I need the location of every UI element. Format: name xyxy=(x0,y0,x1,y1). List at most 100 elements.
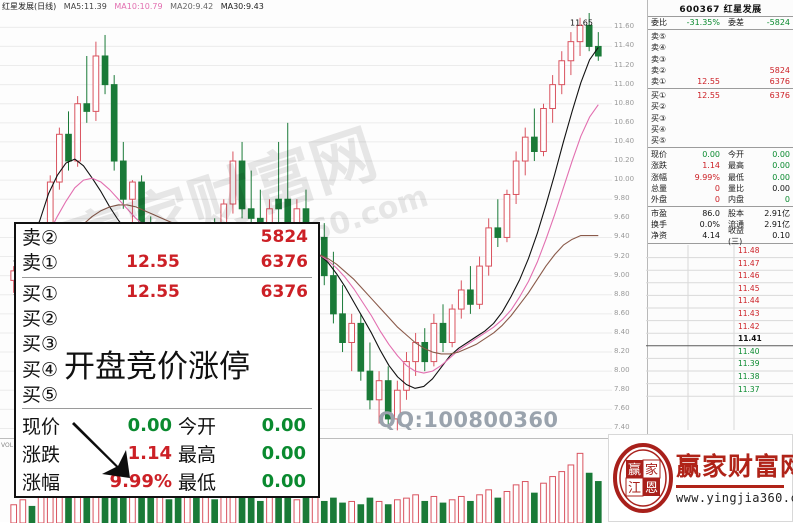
fund-value-2: 2.91亿 xyxy=(764,220,790,230)
ladder-price[interactable]: 11.48 xyxy=(738,246,760,255)
stat-value-2: 0.00 xyxy=(772,172,790,182)
fund-value-1: 86.0 xyxy=(702,209,720,219)
divider xyxy=(22,408,312,410)
orderbook-row[interactable]: 买② xyxy=(648,101,793,112)
fund-label-1: 市盈 xyxy=(651,209,667,219)
fund-label-1: 换手 xyxy=(651,220,667,230)
price-tick: 10.80 xyxy=(614,98,635,107)
arrow-pointer-icon xyxy=(72,422,130,478)
price-tick: 9.60 xyxy=(614,213,630,222)
divider xyxy=(648,29,793,31)
price-tick: 10.00 xyxy=(614,175,635,184)
overlay-stat-value-2: 0.00 xyxy=(261,442,306,464)
stat-label-2: 最低 xyxy=(728,172,744,182)
stat-row: 涨幅 9.99% 最低 0.00 xyxy=(648,171,793,182)
divider xyxy=(648,147,793,149)
stat-value-2: 0.00 xyxy=(772,161,790,171)
orderbook-level: 买④ xyxy=(651,124,667,134)
price-tick: 11.20 xyxy=(614,60,635,69)
overlay-stat-label-2: 今开 xyxy=(178,415,217,438)
fund-label-2: 收益(三) xyxy=(728,225,744,246)
orderbook-row[interactable]: 买① 12.55 6376 xyxy=(648,90,793,101)
overlay-orderbook-row: 买⑤ xyxy=(16,381,318,406)
ma10-label: MA10:10.79 xyxy=(114,2,163,11)
overlay-level: 买⑤ xyxy=(22,383,59,406)
ma30-label: MA30:9.43 xyxy=(220,2,264,11)
divider xyxy=(22,276,312,278)
logo-divider xyxy=(676,484,784,488)
overlay-stats: 现价 0.00 今开 0.00 涨跌 1.14 最高 0.00 涨幅 9.99% 最低 0.00 xyxy=(16,411,318,495)
orderbook-level: 买③ xyxy=(651,113,667,123)
stat-value-1: 1.14 xyxy=(702,161,720,171)
orderbook-row[interactable]: 卖⑤ xyxy=(648,31,793,42)
ladder-price[interactable]: 11.44 xyxy=(738,296,760,306)
price-axis: 11.60 11.40 11.20 11.00 10.80 10.60 10.40 10.20… xyxy=(612,13,646,438)
fund-value-1: 0.0% xyxy=(699,220,720,230)
price-tick: 8.80 xyxy=(614,289,630,298)
orderbook-row[interactable]: 卖② 5824 xyxy=(648,65,793,76)
bid-rows: 买① 12.55 6376 买② 买③ 买④ 买⑤ xyxy=(648,90,793,146)
overlay-stat-label-1: 涨幅 xyxy=(22,471,61,494)
overlay-orderbook-row: 卖② 5824 xyxy=(16,224,318,250)
watermark-qq: QQ:100800360 xyxy=(378,408,559,432)
ma5-label: MA5:11.39 xyxy=(63,2,107,11)
orderbook-level: 买② xyxy=(651,102,667,112)
chart-title: 红星发展(日线) xyxy=(2,2,57,11)
stat-label-2: 内盘 xyxy=(728,194,744,204)
logo-url: www.yingjia360.com xyxy=(676,490,793,505)
orderbook-level: 卖④ xyxy=(651,43,667,53)
price-tick: 7.80 xyxy=(614,385,630,394)
price-tick: 8.60 xyxy=(614,308,630,317)
ma20-label: MA20:9.42 xyxy=(170,2,214,11)
fundamental-row: 换手 0.0% 流通 2.91亿 xyxy=(648,219,793,230)
orderbook-level: 买① xyxy=(651,91,667,101)
seal-char-0: 赢 xyxy=(628,462,641,478)
chart-header: 红星发展(日线) MA5:11.39 MA10:10.79 MA20:9.42 … xyxy=(0,0,793,13)
overlay-stat-row: 现价 0.00 今开 0.00 xyxy=(16,411,318,439)
ladder-price[interactable]: 11.40 xyxy=(738,346,760,356)
overlay-stat-value-2: 0.00 xyxy=(261,470,306,492)
orderbook-row[interactable]: 买③ xyxy=(648,113,793,124)
ladder-price[interactable]: 11.39 xyxy=(738,359,760,369)
overlay-level: 卖② xyxy=(22,227,59,250)
orderbook-volume: 6376 xyxy=(769,77,790,87)
divider xyxy=(648,88,793,90)
orderbook-level: 卖① xyxy=(651,77,667,87)
ladder-price[interactable]: 11.46 xyxy=(738,271,760,281)
ladder-price[interactable]: 11.45 xyxy=(738,283,760,293)
overlay-stat-label-1: 涨跌 xyxy=(22,443,61,466)
overlay-stat-row: 涨跌 1.14 最高 0.00 xyxy=(16,439,318,467)
overlay-orderbook: 卖② 5824 卖① 12.55 6376 买① 12.55 6376 买② 买③ 买④ 买⑤ xyxy=(16,224,318,406)
overlay-price: 12.55 xyxy=(126,251,180,272)
divider xyxy=(648,242,793,244)
ladder-price[interactable]: 11.37 xyxy=(738,384,760,394)
site-logo[interactable]: 赢 家 江 恩 赢家财富网 www.yingjia360.com xyxy=(608,434,793,522)
price-ladder[interactable]: 11.48 11.47 11.46 11.45 11.44 11.43 11.42 11.41… xyxy=(735,245,793,396)
ladder-price[interactable]: 11.42 xyxy=(738,321,760,331)
ladder-price[interactable]: 11.38 xyxy=(738,371,760,381)
overlay-volume: 5824 xyxy=(260,226,308,247)
ladder-price[interactable]: 11.41 xyxy=(738,334,762,344)
orderbook-row[interactable]: 卖④ xyxy=(648,42,793,53)
orderbook-row[interactable]: 买④ xyxy=(648,124,793,135)
orderbook-row[interactable]: 卖① 12.55 6376 xyxy=(648,76,793,87)
overlay-orderbook-row: 卖① 12.55 6376 xyxy=(16,249,318,275)
ladder-price[interactable]: 11.43 xyxy=(738,308,760,318)
ladder-price[interactable]: 11.47 xyxy=(738,258,760,268)
seal-char-2: 江 xyxy=(628,481,641,496)
price-tick: 8.40 xyxy=(614,327,630,336)
price-tick: 8.20 xyxy=(614,347,630,356)
stat-row: 涨跌 1.14 最高 0.00 xyxy=(648,160,793,171)
orderbook-row[interactable]: 买⑤ xyxy=(648,135,793,146)
fundamental-rows: 市盈 86.0 股本 2.91亿 换手 0.0% 流通 2.91亿 净资 4.14 收益(三) 0.1… xyxy=(648,208,793,246)
overlay-orderbook-row: 买① 12.55 6376 xyxy=(16,280,318,305)
orderbook-level: 卖③ xyxy=(651,54,667,64)
orderbook-row[interactable]: 卖③ xyxy=(648,54,793,65)
seal-char-3: 恩 xyxy=(645,481,658,496)
stat-label-1: 涨跌 xyxy=(651,161,667,171)
stat-label-1: 总量 xyxy=(651,183,667,193)
orderbook-level: 买⑤ xyxy=(651,135,667,145)
price-tick: 9.80 xyxy=(614,194,630,203)
overlay-stat-label-2: 最高 xyxy=(178,443,217,466)
overlay-level: 买④ xyxy=(22,358,59,381)
